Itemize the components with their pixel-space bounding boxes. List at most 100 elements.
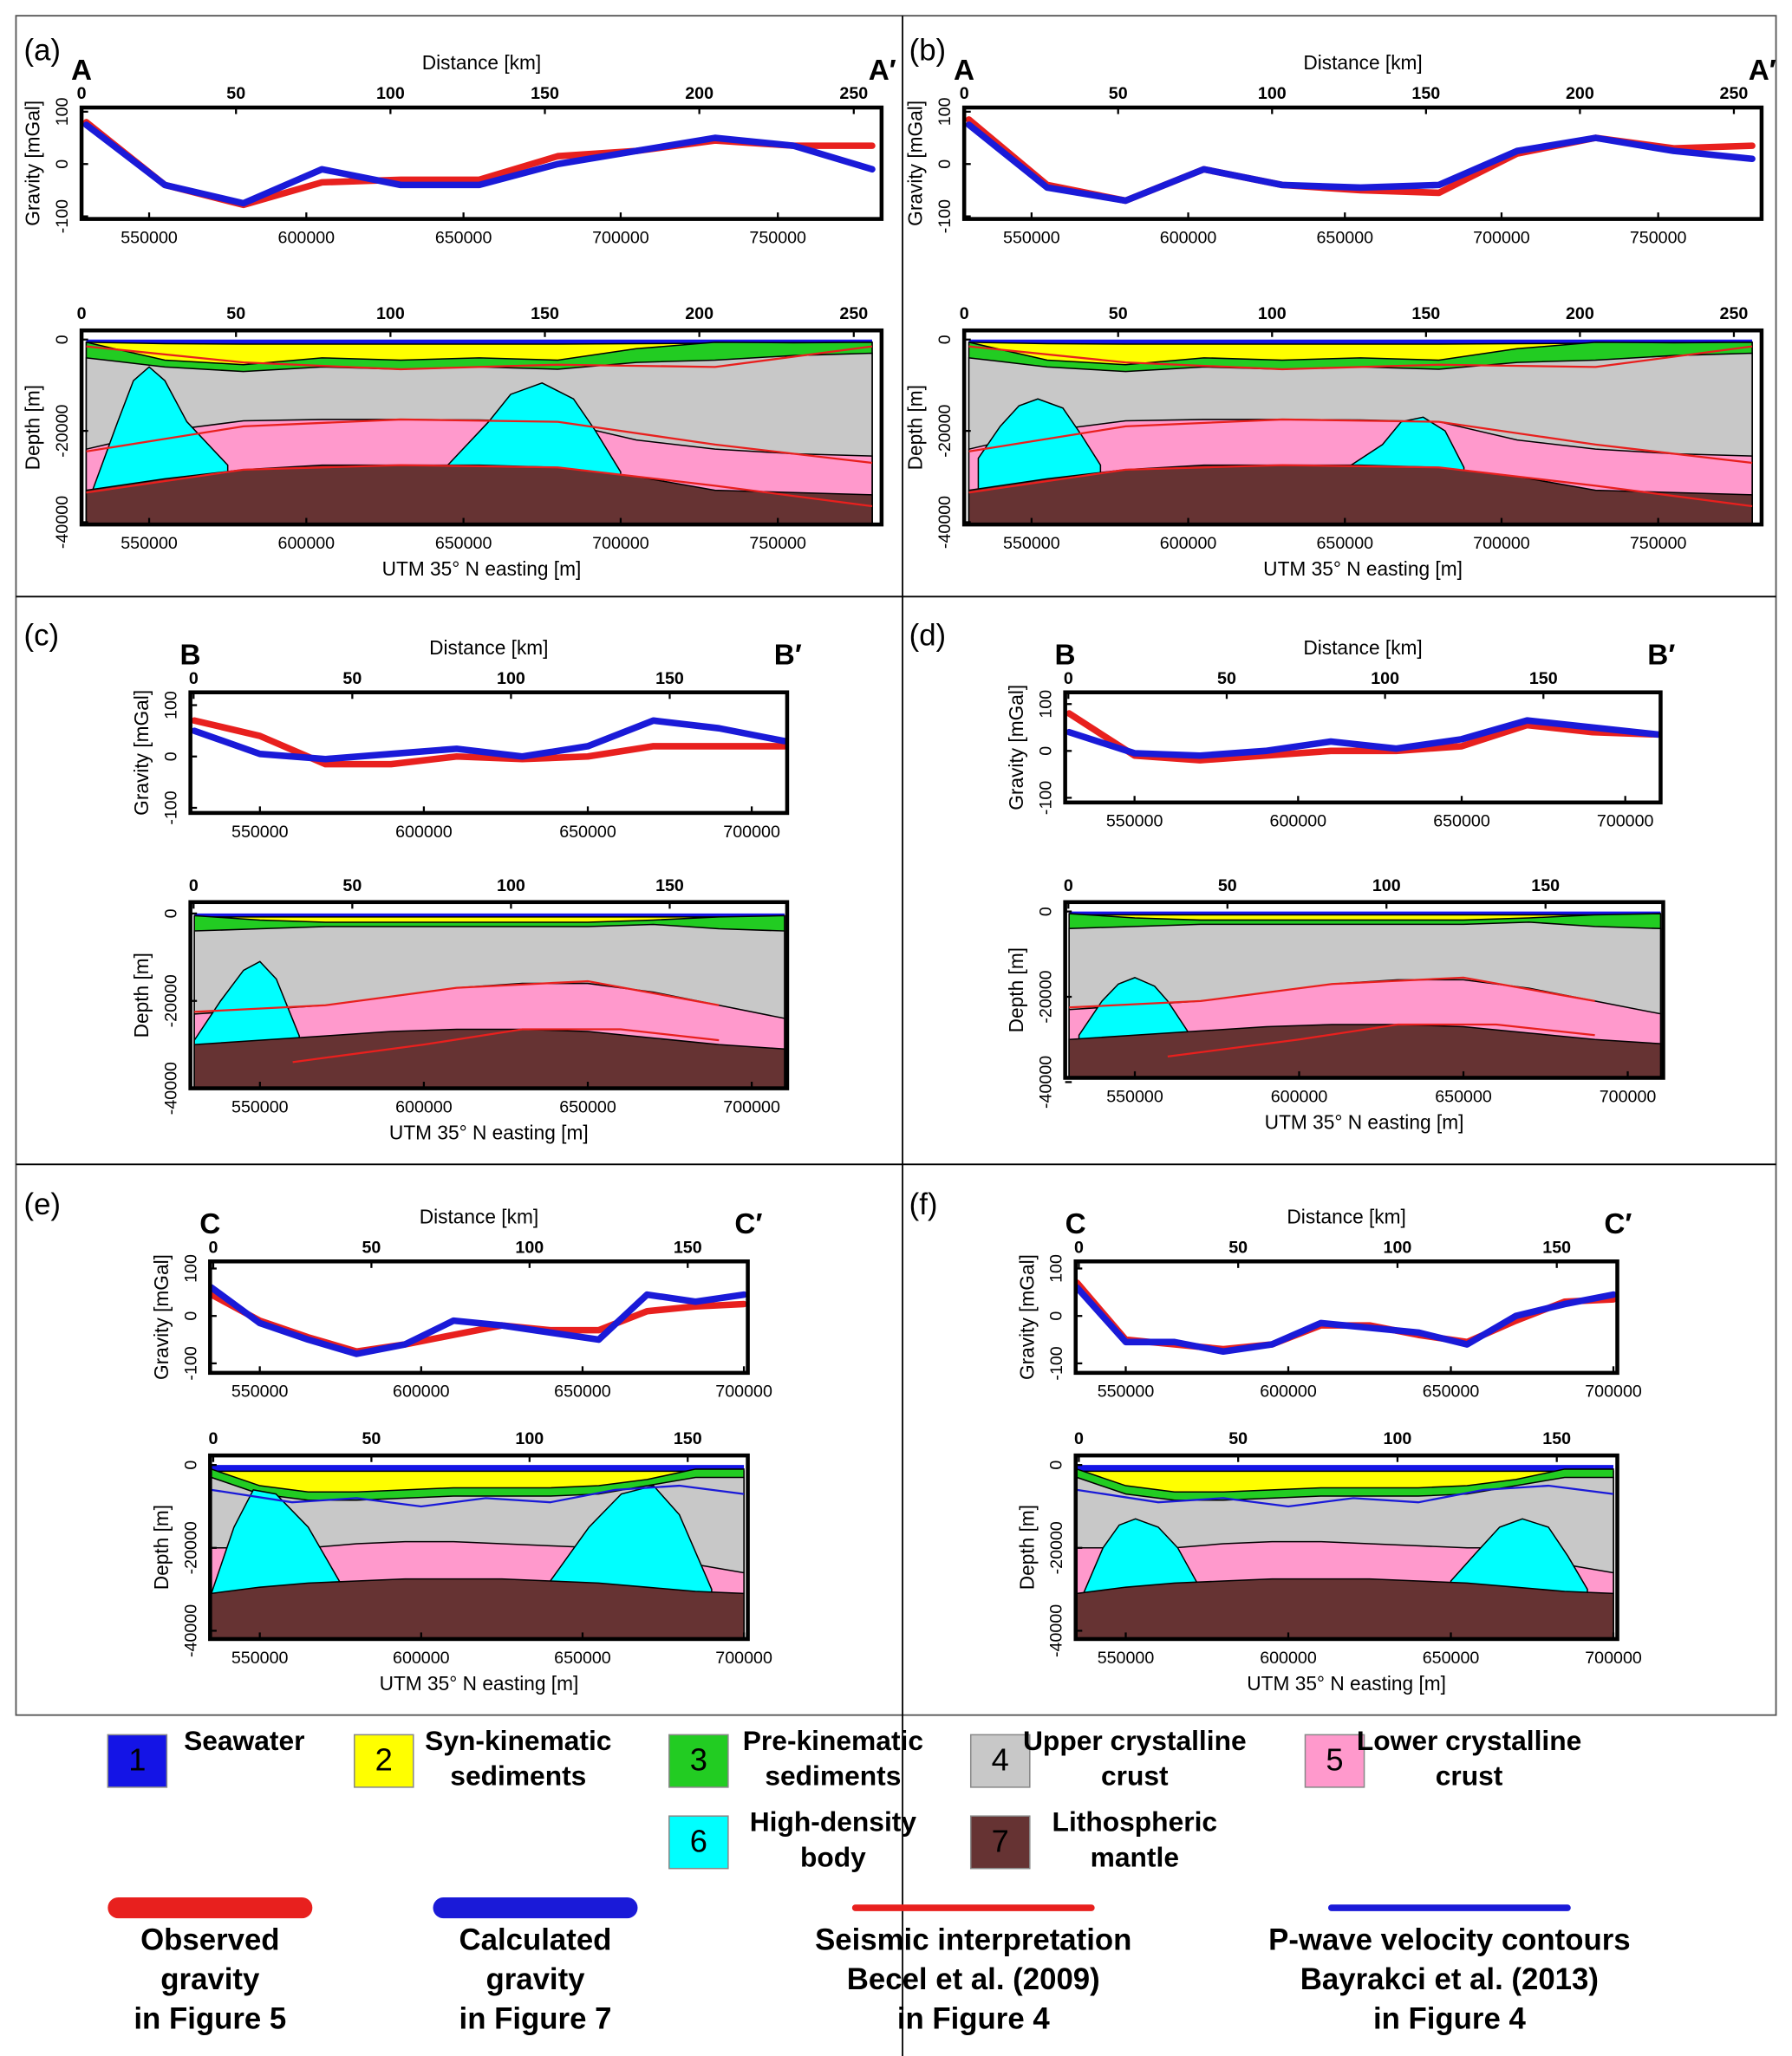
- gravity-line: [191, 717, 787, 763]
- legend-swatch: [668, 1815, 729, 1870]
- y-tick-label: 0: [53, 159, 72, 169]
- legend-line-label: Seismic interpretation: [815, 1924, 1131, 1957]
- x-tick-label: 550000: [231, 1097, 289, 1116]
- x-tick-label: 650000: [1433, 812, 1490, 831]
- x2-tick-label: 50: [1109, 304, 1128, 323]
- x2-tick-label: 100: [497, 876, 525, 895]
- legend-label: Seawater: [184, 1725, 304, 1756]
- legend-number: 3: [690, 1742, 707, 1778]
- profile-start: B: [180, 640, 201, 672]
- x-tick-label: 700000: [715, 1383, 772, 1402]
- x-tick-label: 750000: [749, 534, 806, 553]
- gravity-line: [1065, 710, 1661, 764]
- layer-7: [193, 1028, 785, 1089]
- x2-tick-label: 100: [1384, 1429, 1412, 1448]
- x-tick-label: 700000: [723, 1097, 780, 1116]
- gravity-line: [965, 121, 1756, 205]
- profile-end: B′: [1647, 640, 1675, 672]
- x-tick-label: 550000: [1106, 1087, 1163, 1106]
- x2-axis-label: Distance [km]: [1303, 51, 1422, 74]
- interpretation-line: [194, 979, 720, 1013]
- x-tick-label: 550000: [1106, 812, 1163, 831]
- legend-line-label: Becel et al. (2009): [847, 1963, 1100, 1996]
- interpretation-line: [968, 464, 1753, 508]
- y-axis-label: Depth [m]: [150, 1505, 173, 1590]
- plot-frame: [961, 328, 1764, 527]
- interpretation-line: [86, 418, 873, 465]
- x2-tick-label: 0: [209, 1429, 218, 1448]
- x2-tick-label: 200: [1566, 304, 1594, 323]
- gravity-line: [1065, 717, 1661, 759]
- x2-tick-label: 50: [1217, 669, 1236, 688]
- y-tick-label: 0: [162, 751, 181, 761]
- x2-tick-label: 50: [342, 876, 362, 895]
- x-tick-label: 550000: [1003, 534, 1060, 553]
- x-tick-label: 600000: [1160, 229, 1217, 248]
- x2-tick-label: 0: [960, 304, 969, 323]
- x2-tick-label: 0: [189, 876, 199, 895]
- panel-label: (a): [24, 35, 62, 68]
- legend-line-label: Calculated: [459, 1924, 612, 1957]
- legend-swatch: [1304, 1734, 1365, 1788]
- x-tick-label: 650000: [559, 823, 616, 842]
- x2-tick-label: 0: [189, 669, 199, 688]
- x-tick-label: 550000: [1098, 1383, 1155, 1402]
- panel-label: (e): [24, 1188, 62, 1221]
- legend-label: High-density: [750, 1806, 917, 1838]
- y-tick-label: -20000: [181, 1521, 200, 1574]
- y-tick-label: -40000: [1037, 1056, 1056, 1109]
- plot-frame: [1063, 900, 1665, 1080]
- x-tick-label: 650000: [1423, 1649, 1480, 1668]
- legend-number: 6: [690, 1824, 707, 1859]
- profile-end: C′: [1604, 1208, 1632, 1240]
- legend-number: 2: [375, 1742, 393, 1778]
- x2-tick-label: 0: [77, 304, 87, 323]
- x2-tick-label: 100: [1372, 876, 1401, 895]
- interpretation-line: [1077, 1484, 1614, 1508]
- legend-line-label: gravity: [160, 1963, 260, 1996]
- x2-tick-label: 250: [839, 84, 868, 103]
- y-axis-label: Gravity [mGal]: [1005, 685, 1027, 810]
- y-tick-label: 0: [1037, 907, 1056, 916]
- x2-tick-label: 50: [1228, 1238, 1248, 1257]
- x2-axis-label: Distance [km]: [420, 1205, 538, 1227]
- x2-tick-label: 150: [1531, 876, 1560, 895]
- x-tick-label: 600000: [1270, 812, 1327, 831]
- y-axis-label: Gravity [mGal]: [1015, 1254, 1038, 1380]
- x-tick-label: 650000: [435, 534, 492, 553]
- gravity-line: [1075, 1284, 1617, 1356]
- plot-frame: [79, 105, 884, 221]
- y-tick-label: 0: [53, 335, 72, 344]
- x-tick-label: 600000: [278, 534, 336, 553]
- y-axis-label: Depth [m]: [1015, 1505, 1038, 1590]
- x2-tick-label: 150: [1411, 304, 1440, 323]
- y-tick-label: -20000: [1047, 1521, 1066, 1574]
- x2-tick-label: 200: [685, 304, 714, 323]
- y-tick-label: -100: [1047, 1346, 1066, 1380]
- plot-frame: [1073, 1259, 1619, 1376]
- x-axis-label: UTM 35° N easting [m]: [380, 1672, 579, 1695]
- x-axis-label: UTM 35° N easting [m]: [1265, 1110, 1464, 1133]
- legend-line-label: gravity: [485, 1963, 585, 1996]
- y-axis-label: Gravity [mGal]: [904, 101, 927, 226]
- x-tick-label: 600000: [1160, 534, 1217, 553]
- y-tick-label: 0: [1047, 1311, 1066, 1321]
- interpretation-line: [211, 1484, 745, 1508]
- interpretation-line: [292, 1028, 720, 1064]
- legend-swatch: [668, 1734, 729, 1788]
- x2-tick-label: 150: [674, 1429, 702, 1448]
- x2-tick-label: 200: [1566, 84, 1594, 103]
- x2-tick-label: 150: [1542, 1238, 1571, 1257]
- x2-tick-label: 50: [1228, 1429, 1248, 1448]
- x-tick-label: 550000: [231, 1649, 289, 1668]
- legend-line-label: in Figure 7: [459, 2002, 612, 2035]
- x-tick-label: 700000: [1473, 534, 1530, 553]
- y-tick-label: 0: [1047, 1461, 1066, 1470]
- y-tick-label: 100: [935, 97, 955, 126]
- x2-tick-label: 150: [531, 304, 559, 323]
- profile-end: A′: [1749, 55, 1776, 87]
- y-tick-label: 100: [1047, 1254, 1066, 1283]
- x2-tick-label: 100: [376, 84, 405, 103]
- profile-start: C: [199, 1208, 220, 1240]
- x2-tick-label: 150: [655, 876, 684, 895]
